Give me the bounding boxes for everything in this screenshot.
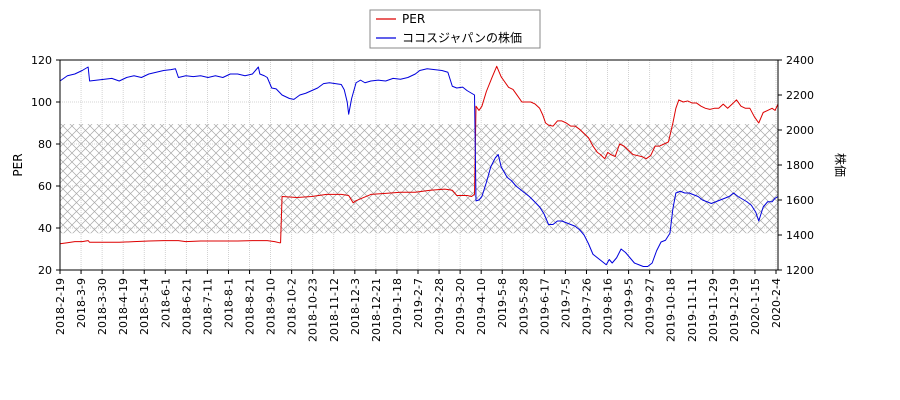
x-tick-label: 2018-2-19 xyxy=(54,278,67,335)
x-tick-label: 2018-8-21 xyxy=(244,278,257,335)
series-line-per xyxy=(60,65,778,245)
x-tick-label: 2018-4-19 xyxy=(117,278,130,335)
x-tick-label: 2019-9-5 xyxy=(623,278,636,328)
x-tick-label: 2019-7-5 xyxy=(559,278,572,328)
right-axis-ticks: 1200 1400 1600 1800 2000 2200 2400 xyxy=(778,54,814,277)
x-tick-label: 2019-3-20 xyxy=(454,278,467,335)
right-axis-title: 株価 xyxy=(833,153,848,177)
x-tick-label: 2018-12-3 xyxy=(349,278,362,335)
x-tick-label: 2018-9-10 xyxy=(265,278,278,335)
right-tick-label: 1400 xyxy=(786,229,814,242)
x-tick-label: 2018-8-1 xyxy=(222,278,235,328)
x-tick-label: 2019-6-17 xyxy=(538,278,551,335)
right-tick-label: 2000 xyxy=(786,124,814,137)
x-tick-label: 2018-10-23 xyxy=(307,278,320,342)
left-axis-title: PER xyxy=(11,153,25,176)
right-tick-label: 1800 xyxy=(786,159,814,172)
legend: PER ココスジャパンの株価 xyxy=(369,9,541,49)
left-tick-label: 120 xyxy=(31,54,52,67)
x-tick-label: 2019-4-10 xyxy=(475,278,488,335)
x-tick-label: 2020-2-4 xyxy=(770,278,783,328)
series-line-stock-price xyxy=(60,66,778,267)
x-tick-label: 2019-5-8 xyxy=(496,278,509,328)
x-tick-label: 2019-10-18 xyxy=(665,278,678,342)
x-axis-ticks: 2018-2-19 2018-3-9 2018-3-30 2018-4-19 2018-… xyxy=(54,270,783,342)
x-tick-label: 2018-3-30 xyxy=(96,278,109,335)
x-tick-label: 2019-2-7 xyxy=(412,278,425,328)
x-tick-label: 2018-3-9 xyxy=(75,278,88,328)
x-tick-label: 2019-11-29 xyxy=(707,278,720,342)
left-tick-label: 80 xyxy=(38,138,52,151)
legend-box xyxy=(369,9,541,49)
x-tick-label: 2018-5-14 xyxy=(138,278,151,335)
x-tick-label: 2019-12-19 xyxy=(728,278,741,342)
right-tick-label: 2400 xyxy=(786,54,814,67)
left-tick-label: 40 xyxy=(38,222,52,235)
x-tick-label: 2019-2-28 xyxy=(433,278,446,335)
right-tick-label: 1600 xyxy=(786,194,814,207)
left-tick-label: 60 xyxy=(38,180,52,193)
x-tick-label: 2019-9-27 xyxy=(644,278,657,335)
x-tick-label: 2018-10-2 xyxy=(286,278,299,335)
legend-label-stock-price: ココスジャパンの株価 xyxy=(402,30,522,45)
shaded-band xyxy=(60,124,778,234)
x-tick-label: 2019-11-11 xyxy=(686,278,699,342)
x-tick-label: 2020-1-15 xyxy=(749,278,762,335)
grid-lines xyxy=(59,59,778,271)
x-tick-label: 2018-7-11 xyxy=(201,278,214,335)
right-tick-label: 1200 xyxy=(786,264,814,277)
x-tick-label: 2018-11-12 xyxy=(328,278,341,342)
x-tick-label: 2018-6-21 xyxy=(180,278,193,335)
left-tick-label: 20 xyxy=(38,264,52,277)
left-axis-ticks: 20 40 60 80 100 120 xyxy=(31,54,60,277)
x-tick-label: 2018-6-1 xyxy=(159,278,172,328)
legend-label-per: PER xyxy=(402,12,425,26)
x-tick-label: 2019-8-16 xyxy=(602,278,615,335)
x-tick-label: 2019-5-28 xyxy=(517,278,530,335)
right-tick-label: 2200 xyxy=(786,89,814,102)
series-layer xyxy=(60,65,778,267)
x-tick-label: 2019-7-26 xyxy=(580,278,593,335)
x-tick-label: 2018-12-21 xyxy=(370,278,383,342)
left-tick-label: 100 xyxy=(31,96,52,109)
x-tick-label: 2019-1-18 xyxy=(391,278,404,335)
